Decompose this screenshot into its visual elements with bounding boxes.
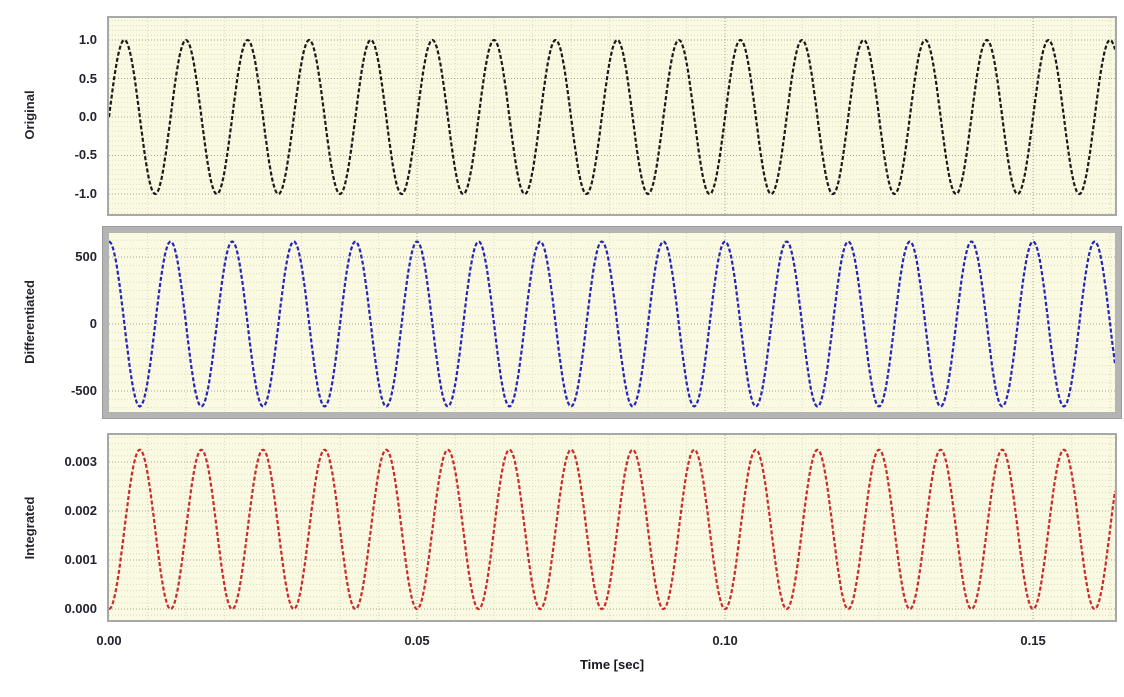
y-tick-label: 1.0 bbox=[78, 32, 97, 48]
x-tick-label: 0.15 bbox=[1020, 633, 1046, 648]
plot-panel-original[interactable] bbox=[107, 16, 1117, 216]
y-tick-label: -0.5 bbox=[74, 147, 97, 163]
y-tick-label: 500 bbox=[75, 248, 97, 264]
y-tick-label: 0.000 bbox=[64, 601, 97, 617]
x-tick-label: 0.10 bbox=[712, 633, 738, 648]
y-tick-label: 0 bbox=[89, 315, 97, 331]
y-tick-label: 0.003 bbox=[64, 454, 97, 469]
y-tick-label: -1.0 bbox=[74, 185, 97, 201]
x-tick-label: 0.00 bbox=[96, 633, 122, 648]
y-tick-label: -500 bbox=[70, 382, 97, 398]
plot-panel-integrated[interactable] bbox=[107, 433, 1117, 622]
x-axis-title: Time [sec] bbox=[579, 657, 645, 672]
y-axis-title-integrated: Integrated bbox=[22, 496, 37, 560]
integrated-waveform-plot bbox=[109, 435, 1115, 620]
x-tick-label: 0.05 bbox=[404, 633, 430, 648]
y-tick-label: 0.001 bbox=[64, 552, 97, 568]
differentiated-waveform-plot bbox=[109, 233, 1115, 412]
y-tick-label: 0.0 bbox=[78, 109, 97, 124]
plot-panel-differentiated-selected[interactable] bbox=[103, 227, 1121, 418]
y-tick-label: 0.002 bbox=[64, 503, 97, 518]
y-tick-label: 0.5 bbox=[78, 70, 97, 86]
original-waveform-plot bbox=[109, 18, 1115, 214]
